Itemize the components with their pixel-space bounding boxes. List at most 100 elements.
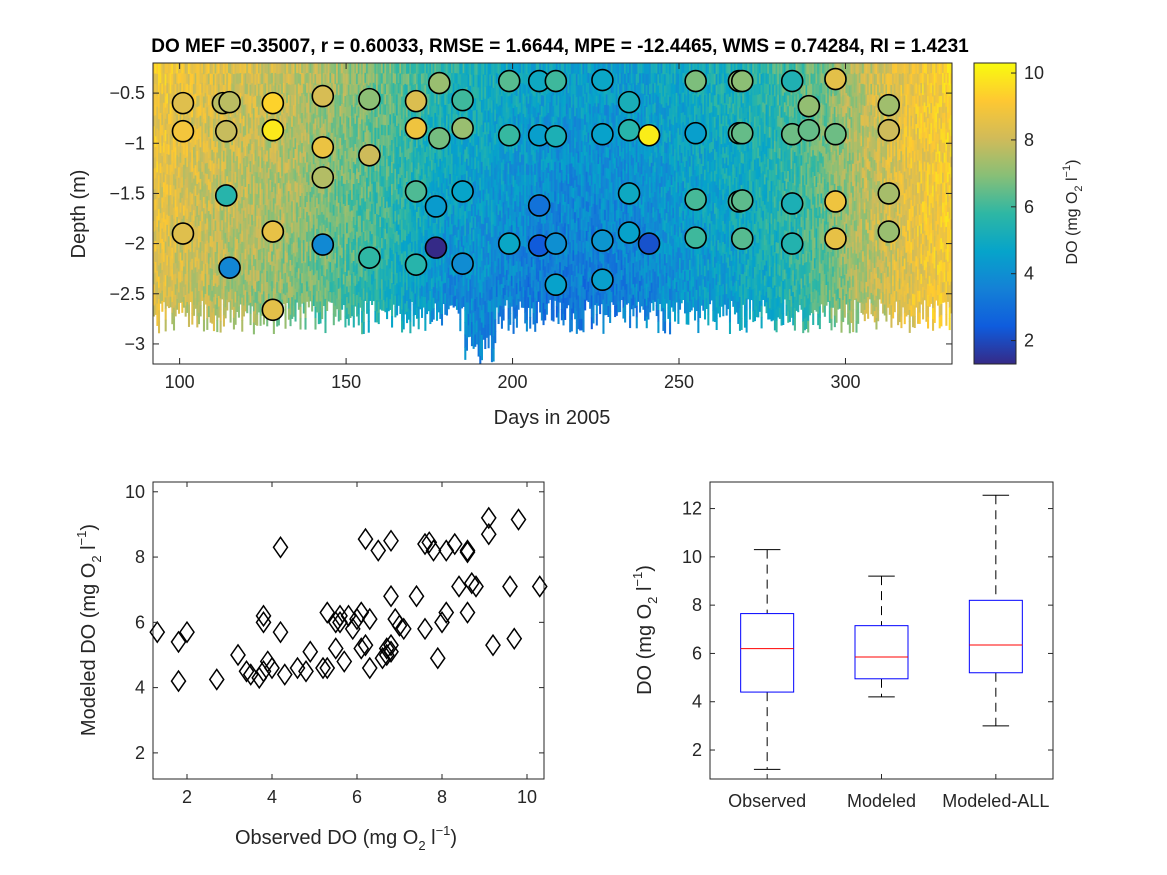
heatmap-cell bbox=[201, 241, 204, 252]
heatmap-cell bbox=[317, 128, 320, 140]
heatmap-cell bbox=[252, 119, 255, 132]
heatmap-cell bbox=[394, 126, 397, 138]
heatmap-cell bbox=[267, 63, 270, 74]
heatmap-cell bbox=[272, 85, 275, 98]
heatmap-cell bbox=[356, 231, 359, 243]
heatmap-cell bbox=[359, 164, 362, 176]
heatmap-cell bbox=[181, 239, 184, 251]
heatmap-cell bbox=[176, 114, 179, 126]
heatmap-cell bbox=[237, 168, 240, 180]
heatmap-cell bbox=[359, 185, 362, 196]
heatmap-cell bbox=[281, 258, 284, 270]
heatmap-cell bbox=[191, 117, 194, 129]
heatmap-cell bbox=[286, 172, 289, 184]
heatmap-cell bbox=[352, 315, 355, 328]
heatmap-cell bbox=[382, 289, 385, 301]
heatmap-cell bbox=[239, 123, 242, 134]
heatmap-cell bbox=[392, 233, 395, 245]
heatmap-cell bbox=[291, 265, 294, 277]
heatmap-cell bbox=[291, 105, 294, 117]
heatmap-cell bbox=[351, 157, 354, 169]
heatmap-cell bbox=[382, 300, 385, 311]
heatmap-cell bbox=[159, 163, 162, 174]
heatmap-cell bbox=[246, 83, 249, 95]
heatmap-cell bbox=[392, 253, 395, 265]
heatmap-cell bbox=[356, 273, 359, 285]
heatmap-cell bbox=[286, 142, 289, 154]
heatmap-cell bbox=[246, 187, 249, 199]
heatmap-cell bbox=[192, 220, 196, 232]
heatmap-cell bbox=[189, 261, 192, 273]
heatmap-cell bbox=[251, 123, 254, 135]
heatmap-cell bbox=[366, 219, 369, 231]
heatmap-cell bbox=[379, 165, 382, 177]
heatmap-cell bbox=[354, 235, 357, 246]
heatmap-cell bbox=[381, 196, 384, 208]
heatmap-cell bbox=[177, 302, 181, 314]
heatmap-cell bbox=[344, 304, 347, 317]
heatmap-cell bbox=[347, 161, 350, 173]
heatmap-cell bbox=[389, 299, 392, 310]
heatmap-cell bbox=[186, 239, 189, 251]
heatmap-cell bbox=[181, 63, 184, 74]
heatmap-cell bbox=[327, 63, 330, 74]
heatmap-cell bbox=[327, 182, 330, 193]
heatmap-cell bbox=[259, 248, 262, 261]
heatmap-cell bbox=[157, 220, 161, 233]
heatmap-cell bbox=[279, 188, 282, 200]
heatmap-cell bbox=[289, 205, 292, 217]
heatmap-cell bbox=[304, 229, 307, 241]
heatmap-cell bbox=[339, 191, 342, 203]
heatmap-cell bbox=[311, 207, 314, 219]
heatmap-cell bbox=[304, 129, 307, 142]
heatmap-cell bbox=[199, 200, 202, 212]
heatmap-cell bbox=[242, 305, 245, 317]
heatmap-cell bbox=[164, 163, 167, 176]
heatmap-cell bbox=[322, 214, 325, 226]
heatmap-cell bbox=[381, 238, 384, 249]
heatmap-cell bbox=[236, 187, 239, 199]
heatmap-cell bbox=[306, 142, 309, 153]
heatmap-cell bbox=[212, 196, 215, 209]
heatmap-cell bbox=[394, 115, 397, 127]
heatmap-cell bbox=[181, 166, 184, 178]
heatmap-cell bbox=[334, 295, 337, 307]
heatmap-cell bbox=[379, 237, 382, 249]
heatmap-cell bbox=[392, 243, 395, 255]
heatmap-cell bbox=[327, 251, 330, 262]
heatmap-cell bbox=[249, 182, 252, 195]
heatmap-cell bbox=[249, 248, 252, 260]
heatmap-cell bbox=[161, 125, 164, 136]
heatmap-cell bbox=[217, 200, 220, 212]
heatmap-cell bbox=[371, 63, 374, 74]
heatmap-cell bbox=[257, 63, 260, 74]
heatmap-cell bbox=[357, 73, 360, 86]
heatmap-cell bbox=[297, 247, 300, 259]
heatmap-cell bbox=[337, 192, 340, 204]
heatmap-cell bbox=[309, 162, 312, 173]
heatmap-cell bbox=[440, 314, 444, 326]
heatmap-cell bbox=[302, 83, 305, 95]
heatmap-cell bbox=[271, 63, 274, 74]
heatmap-cell bbox=[356, 284, 359, 296]
heatmap-cell bbox=[341, 268, 344, 279]
heatmap-cell bbox=[366, 292, 369, 304]
heatmap-cell bbox=[480, 347, 483, 361]
heatmap-cell bbox=[371, 163, 374, 175]
heatmap-cell bbox=[222, 172, 225, 185]
heatmap-cell bbox=[181, 156, 184, 168]
heatmap-cell bbox=[202, 196, 206, 209]
heatmap-cell bbox=[386, 265, 389, 277]
heatmap-cell bbox=[231, 83, 234, 95]
heatmap-cell bbox=[361, 130, 364, 143]
heatmap-cell bbox=[199, 210, 202, 222]
heatmap-cell bbox=[277, 139, 280, 151]
heatmap-cell bbox=[346, 297, 349, 309]
heatmap-cell bbox=[346, 169, 349, 181]
heatmap-cell bbox=[379, 268, 382, 279]
heatmap-cell bbox=[192, 84, 196, 96]
heatmap-cell bbox=[374, 267, 377, 280]
heatmap-cell bbox=[377, 182, 380, 194]
heatmap-cell bbox=[391, 129, 394, 141]
heatmap-cell bbox=[349, 116, 352, 128]
